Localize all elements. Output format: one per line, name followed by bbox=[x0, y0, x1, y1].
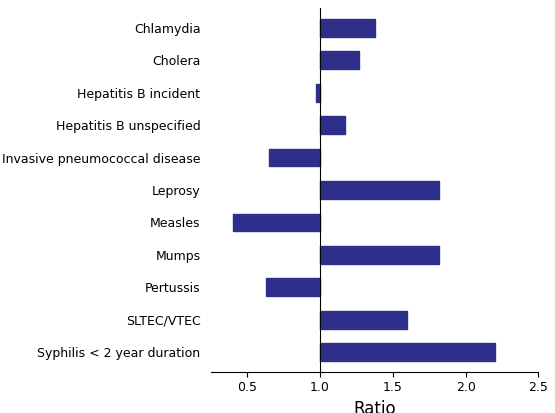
Bar bbox=[320, 181, 440, 199]
Bar bbox=[320, 116, 345, 134]
Bar bbox=[266, 278, 320, 296]
Bar bbox=[269, 149, 320, 166]
Bar bbox=[320, 343, 495, 361]
Bar bbox=[320, 311, 407, 329]
X-axis label: Ratio: Ratio bbox=[354, 400, 396, 413]
Bar bbox=[320, 19, 375, 37]
Bar bbox=[320, 51, 359, 69]
Bar bbox=[320, 246, 440, 264]
Bar bbox=[316, 84, 320, 102]
Bar bbox=[233, 214, 320, 231]
